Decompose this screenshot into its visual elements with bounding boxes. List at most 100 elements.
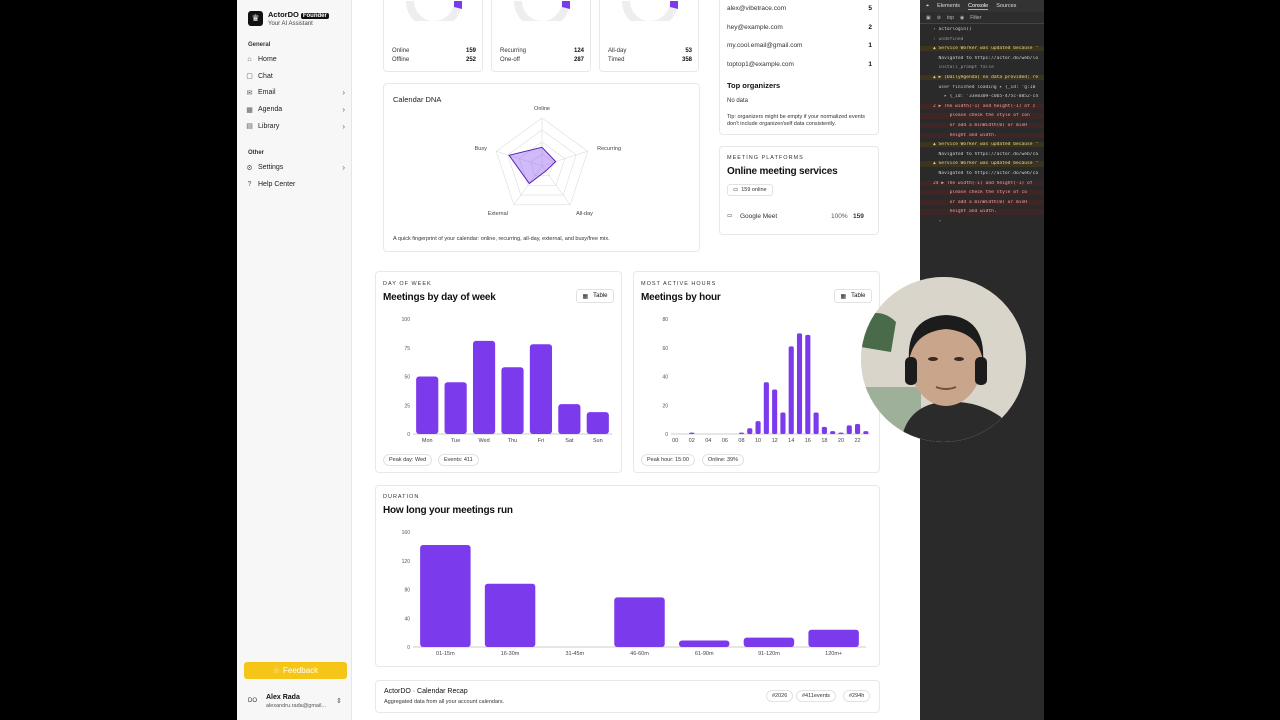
organizers-tip: Tip: organizers might be empty if your n… [727,114,865,127]
platform-row: ▭ Google Meet 100% 159 [727,212,873,222]
gear-icon: ⚙ [246,164,253,172]
x-tick-label: Thu [508,438,517,444]
brand-name: ActorDO [268,10,299,19]
y-tick-label: 80 [404,588,410,594]
bar[interactable] [854,423,861,434]
attendee-email: my.cool.email@gmail.com [727,42,803,49]
online-value: 159 [465,48,476,54]
console-line: Navigated to https://actor.do/web/ca [933,151,1039,157]
bar[interactable] [846,425,852,434]
chevron-right-icon: › [342,88,345,98]
eye-icon[interactable]: ◉ [959,14,965,21]
console-line: › actorlogin() [933,27,972,32]
bar[interactable] [501,367,524,434]
section-general: General [248,42,271,48]
x-tick-label: 31-45m [565,651,584,657]
day-table-toggle[interactable]: ▦ Table [576,289,614,303]
radar-axis-label: Busy [475,146,487,152]
ring-chart [514,1,570,21]
x-tick-label: 08 [738,438,744,444]
bar[interactable] [808,629,859,647]
sidebar-item-help-center[interactable]: ? Help Center [245,178,345,191]
hour-table-toggle[interactable]: ▦ Table [834,289,872,303]
mail-icon: ✉ [246,89,253,97]
book-icon: ▤ [246,123,253,131]
bar[interactable] [863,431,869,434]
bar[interactable] [678,640,730,647]
recurring-value: 124 [573,48,584,54]
bar[interactable] [420,544,471,647]
radar-axis [541,150,588,167]
bar[interactable] [747,428,753,434]
duration-bar-chart: 0 40 80 120 160 01-15m 16-30m 31-45m 46-60m 61-90… [402,530,866,657]
feedback-label: Feedback [283,666,319,675]
console-line: 2 ▶ The width(-1) and height(-1) of c [920,103,1044,109]
table-label: Table [593,293,608,299]
bar[interactable] [743,637,795,647]
bar[interactable] [830,431,836,434]
attendee-count: 2 [868,23,872,31]
x-tick-label: 91-120m [758,651,780,657]
console-line: or add a minWidth(0) or minH [920,199,1044,205]
bar[interactable] [796,333,803,434]
sidebar-item-agenda[interactable]: ▦ Agenda › [245,103,345,116]
tag-events: #411events [796,690,837,702]
x-tick-label: Mon [422,438,433,444]
bar[interactable] [738,432,745,434]
sidebar-item-email[interactable]: ✉ Email › [245,86,345,99]
hour-chart-card: MOST ACTIVE HOURS Meetings by hour ▦ Tabl… [633,271,880,473]
oneoff-label: One-off [500,57,520,63]
bar[interactable] [772,389,778,434]
brand[interactable]: ♛ ActorDO Founder Your AI Assistant [248,10,329,27]
bar[interactable] [444,382,467,434]
filter-input[interactable]: Filter [970,14,982,21]
sidebar-item-library[interactable]: ▤ Library › [245,120,345,133]
bar[interactable] [780,412,786,434]
allday-label: All-day [608,48,627,54]
x-tick-label: 04 [705,438,711,444]
bar[interactable] [821,426,827,434]
day-bar-chart: 0 25 50 75 100 Mon Tue Wed Thu Fri Sat Sun [402,317,612,444]
day-chart-card: DAY OF WEEK Meetings by day of week ▦ Tab… [375,271,622,473]
user-menu[interactable]: DO Alex Rada alexandru.rada@gmail... ⇕ [248,693,348,713]
bar[interactable] [586,412,609,434]
bar[interactable] [529,344,553,434]
bar[interactable] [813,412,819,434]
sidebar-item-home[interactable]: ⌂ Home [245,53,345,66]
bar[interactable] [614,597,665,647]
bar[interactable] [472,340,496,434]
bar[interactable] [763,382,769,434]
console-line: ▲ Service Worker was updated because " [920,142,1044,148]
x-tick-label: 01-15m [436,651,455,657]
bar[interactable] [558,404,581,434]
day-eyebrow: DAY OF WEEK [383,281,432,287]
sidebar-item-label: Agenda [258,106,283,114]
tab-console[interactable]: Console [968,2,989,10]
bar[interactable] [805,334,811,434]
y-tick-label: 0 [407,645,410,651]
bar[interactable] [416,376,439,435]
calendar-dna-card: Calendar DNA Online Recurring All-day Exter… [383,83,700,252]
bar[interactable] [755,421,761,434]
sidebar-item-settings[interactable]: ⚙ Settings › [245,161,345,174]
console-line: please check the style of con [920,113,1044,119]
clear-icon[interactable]: ⊘ [936,14,941,21]
tab-sources[interactable]: Sources [996,3,1017,9]
sidebar-toggle-icon[interactable]: ▣ [926,14,931,21]
bar[interactable] [689,432,695,434]
attendee-email: alex@vibetrace.com [727,5,786,12]
bar[interactable] [484,583,536,647]
y-tick-label: 75 [404,346,410,352]
bar[interactable] [788,346,794,434]
person-video [861,277,1026,442]
console-line: ▲ ▶ [DailyAgenda] no data provided; re [920,75,1044,81]
sidebar-item-chat[interactable]: ▢ Chat [245,70,345,83]
tab-elements[interactable]: Elements [937,3,961,9]
x-tick-label: 18 [821,438,827,444]
bar[interactable] [838,432,844,434]
inspect-icon[interactable]: ⌖ [926,2,930,9]
context-select[interactable]: top [946,14,954,21]
hour-chart-title: Meetings by hour [641,292,721,303]
feedback-button[interactable]: ☆ Feedback [244,662,347,679]
recap-subtitle: Aggregated data from all your account ca… [384,699,505,705]
